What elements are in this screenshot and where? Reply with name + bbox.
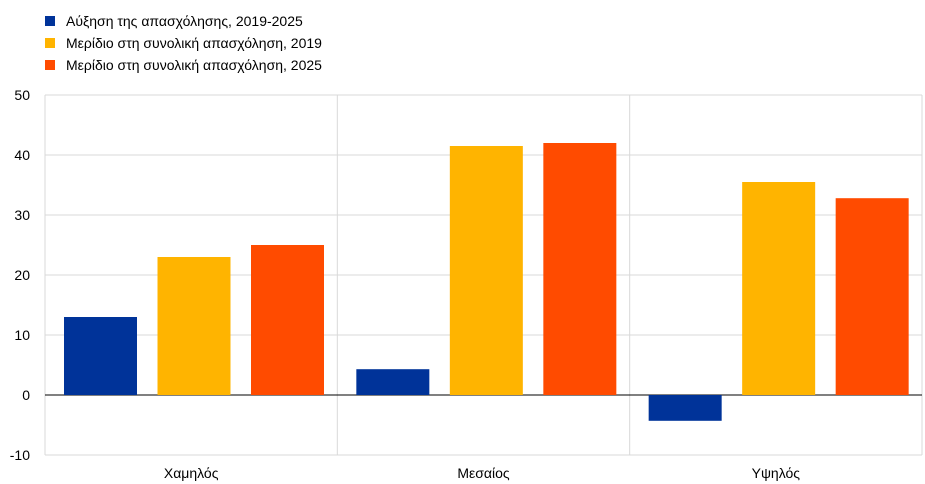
y-tick-label: 40: [14, 147, 30, 163]
legend-label: Μερίδιο στη συνολική απασχόληση, 2019: [66, 35, 322, 51]
y-axis: -10 0 10 20 30 40 50: [10, 87, 30, 463]
bar: [742, 182, 816, 395]
y-tick-label: 50: [14, 87, 30, 103]
bar: [648, 395, 722, 421]
y-tick-label: 20: [14, 267, 30, 283]
legend-swatch: [45, 38, 55, 48]
x-category-label: Χαμηλός: [164, 465, 219, 481]
bar: [64, 317, 137, 395]
y-tick-label: -10: [10, 447, 30, 463]
legend-swatch: [45, 60, 55, 70]
legend: Αύξηση της απασχόλησης, 2019-2025 Μερίδιο…: [45, 13, 322, 73]
x-category-label: Υψηλός: [752, 465, 801, 481]
y-tick-label: 0: [22, 387, 30, 403]
bar: [157, 257, 231, 395]
legend-label: Μερίδιο στη συνολική απασχόληση, 2025: [66, 57, 322, 73]
bar: [835, 198, 909, 395]
bar: [251, 245, 324, 395]
legend-swatch: [45, 16, 55, 26]
x-axis: Χαμηλός Μεσαίος Υψηλός: [164, 465, 800, 481]
y-tick-label: 30: [14, 207, 30, 223]
y-tick-label: 10: [14, 327, 30, 343]
bar: [449, 146, 523, 395]
bar: [543, 143, 617, 395]
bars: [64, 143, 909, 421]
bar: [356, 369, 430, 395]
legend-label: Αύξηση της απασχόλησης, 2019-2025: [66, 13, 303, 29]
x-category-label: Μεσαίος: [457, 465, 510, 481]
